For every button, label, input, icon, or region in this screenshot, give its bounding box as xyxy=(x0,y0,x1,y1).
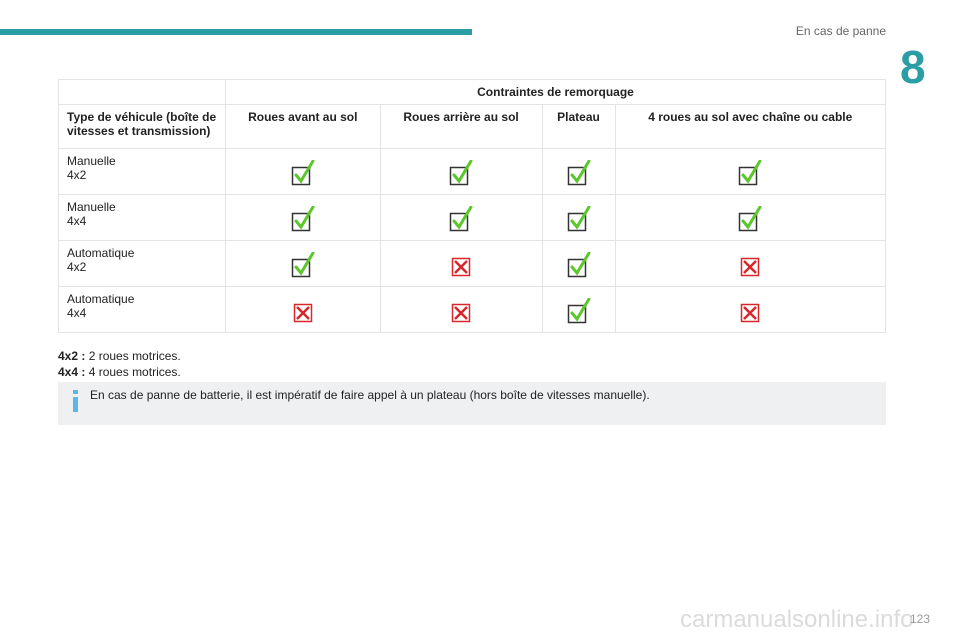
status-cell xyxy=(225,240,381,287)
note-term: 4x2 : xyxy=(58,349,86,363)
cross-icon xyxy=(741,257,760,277)
note-text: 2 roues motrices. xyxy=(88,349,181,363)
check-icon xyxy=(567,298,591,324)
status-cell xyxy=(379,240,543,287)
cross-icon xyxy=(741,303,760,323)
check-icon xyxy=(567,252,591,278)
row-label-line: Automatique xyxy=(67,246,135,260)
status-cell xyxy=(541,240,616,287)
status-cell xyxy=(379,194,543,241)
status-cell xyxy=(541,194,616,241)
header-bar xyxy=(0,29,472,35)
towing-table: Contraintes de remorquage Type de véhicu… xyxy=(58,79,887,333)
notes: 4x2 : 2 roues motrices. 4x4 : 4 roues mot… xyxy=(58,348,181,380)
check-icon xyxy=(291,206,315,232)
row-label-line: 4x4 xyxy=(67,214,87,228)
check-icon xyxy=(739,160,762,186)
status-cell xyxy=(225,194,381,241)
status-cell xyxy=(614,194,887,241)
status-cell xyxy=(379,148,543,195)
status-cell xyxy=(225,148,381,195)
column-header: Plateau xyxy=(541,104,616,149)
note-term: 4x4 : xyxy=(58,365,86,379)
cross-icon xyxy=(451,257,471,277)
row-label-line: 4x4 xyxy=(67,306,87,320)
row-header: Type de véhicule (boîte de vitesses et t… xyxy=(58,104,226,149)
group-header: Contraintes de remorquage xyxy=(225,79,886,105)
info-icon xyxy=(73,390,78,412)
empty-cell xyxy=(58,79,226,105)
cross-icon xyxy=(293,303,313,323)
column-header: 4 roues au sol avec chaîne ou cable xyxy=(614,104,887,149)
check-icon xyxy=(449,160,473,186)
row-label: Manuelle 4x4 xyxy=(58,194,226,241)
row-label-line: Manuelle xyxy=(67,154,116,168)
cross-icon xyxy=(451,303,471,323)
watermark: carmanualsonline.info xyxy=(680,606,914,633)
table-row: Automatique 4x2 xyxy=(58,240,887,287)
column-header: Roues arrière au sol xyxy=(379,104,543,149)
row-label-line: 4x2 xyxy=(67,168,87,182)
chapter-number: 8 xyxy=(900,41,926,93)
row-label: Manuelle 4x2 xyxy=(58,148,226,195)
row-label-line: 4x2 xyxy=(67,260,87,274)
table-row: Manuelle 4x4 xyxy=(58,194,887,241)
note: 4x4 : 4 roues motrices. xyxy=(58,364,181,380)
check-icon xyxy=(291,252,315,278)
check-icon xyxy=(291,160,315,186)
status-cell xyxy=(541,148,616,195)
row-label-line: Automatique xyxy=(67,292,135,306)
check-icon xyxy=(567,206,591,232)
check-icon xyxy=(567,160,591,186)
status-cell xyxy=(379,286,543,333)
note: 4x2 : 2 roues motrices. xyxy=(58,348,181,364)
check-icon xyxy=(449,206,473,232)
table-row: Manuelle 4x2 xyxy=(58,148,887,195)
info-text: En cas de panne de batterie, il est impé… xyxy=(90,388,650,402)
status-cell xyxy=(614,240,887,287)
section-title: En cas de panne xyxy=(795,24,886,38)
status-cell xyxy=(614,148,887,195)
status-cell xyxy=(541,286,616,333)
status-cell xyxy=(614,286,887,333)
column-header: Roues avant au sol xyxy=(225,104,381,149)
row-label: Automatique 4x2 xyxy=(58,240,226,287)
row-label: Automatique 4x4 xyxy=(58,286,226,333)
table-row: Automatique 4x4 xyxy=(58,286,887,333)
note-text: 4 roues motrices. xyxy=(88,365,181,379)
check-icon xyxy=(739,206,762,232)
page-number: 123 xyxy=(910,612,931,626)
info-box: En cas de panne de batterie, il est impé… xyxy=(58,382,886,425)
row-label-line: Manuelle xyxy=(67,200,116,214)
status-cell xyxy=(225,286,381,333)
